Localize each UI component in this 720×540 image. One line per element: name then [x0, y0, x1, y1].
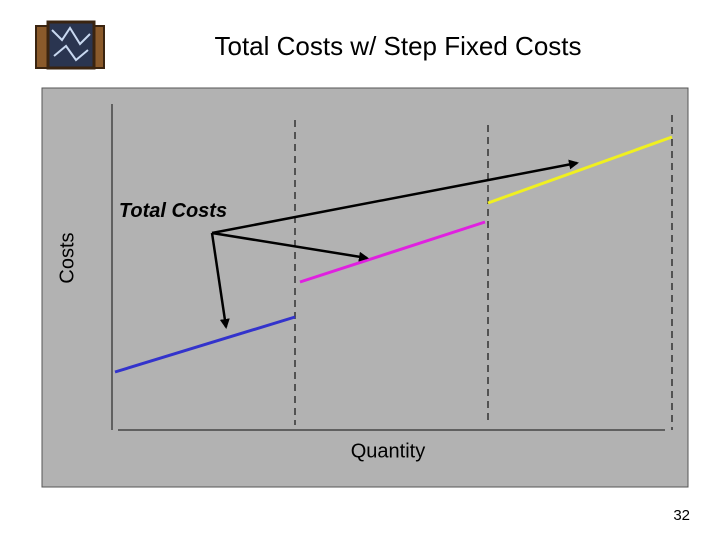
slide-title: Total Costs w/ Step Fixed Costs — [214, 31, 581, 61]
logo — [35, 20, 105, 70]
y-axis-label: Costs — [56, 232, 78, 283]
annotation-box: Total Costs — [118, 200, 228, 222]
x-axis-label: Quantity — [351, 440, 425, 462]
cost-line-3 — [487, 135, 673, 205]
step-dividers — [294, 115, 673, 430]
page-number: 32 — [673, 507, 690, 524]
chart-panel — [41, 87, 689, 488]
cost-line-1 — [114, 315, 296, 374]
annotation: Total Costs — [118, 200, 228, 222]
arrows — [210, 159, 579, 329]
cost-line-2 — [299, 220, 486, 284]
